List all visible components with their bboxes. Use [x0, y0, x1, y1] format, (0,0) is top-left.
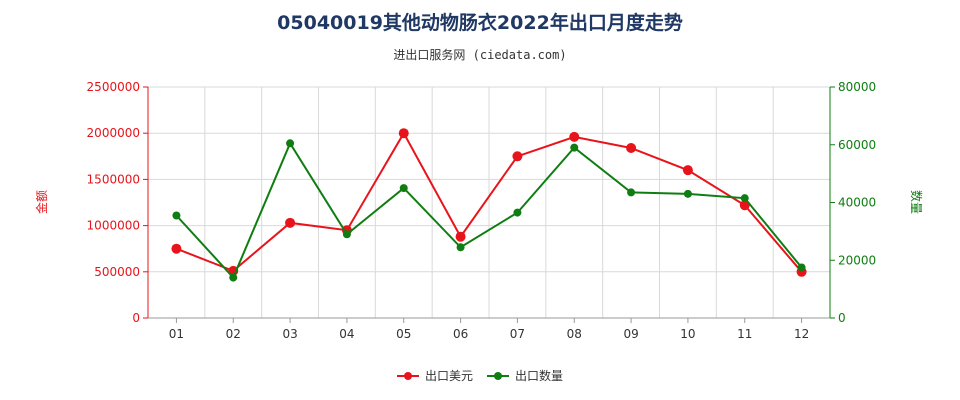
left-tick-label: 1000000	[87, 219, 140, 233]
right-tick-label: 60000	[838, 138, 876, 152]
legend-swatch-value	[397, 371, 419, 380]
legend-item-value[interactable]: 出口美元	[397, 367, 473, 384]
chart-subtitle: 进出口服务网 (ciedata.com)	[393, 48, 567, 62]
data-point-quantity	[456, 243, 465, 252]
x-tick-label: 12	[794, 327, 809, 341]
left-tick-label: 2000000	[87, 126, 140, 140]
left-axis-title: 金额	[34, 190, 49, 214]
legend-swatch-quantity	[487, 371, 509, 380]
legend-label-quantity: 出口数量	[515, 369, 564, 383]
data-point-quantity	[683, 189, 692, 198]
data-point-value	[398, 128, 409, 139]
right-tick-label: 0	[838, 311, 846, 325]
right-axis-title: 数量	[909, 190, 924, 214]
x-tick-label: 01	[169, 327, 184, 341]
x-tick-label: 06	[453, 327, 468, 341]
right-tick-label: 80000	[838, 80, 876, 94]
data-point-value	[285, 217, 296, 228]
left-tick-label: 2500000	[87, 80, 140, 94]
data-point-quantity	[229, 273, 238, 282]
x-tick-label: 11	[737, 327, 752, 341]
data-point-value	[626, 142, 637, 153]
legend-item-quantity[interactable]: 出口数量	[487, 367, 563, 384]
left-tick-label: 1500000	[87, 172, 140, 186]
left-tick-label: 0	[132, 311, 140, 325]
right-tick-label: 20000	[838, 253, 876, 267]
right-tick-label: 40000	[838, 196, 876, 210]
x-tick-label: 05	[396, 327, 411, 341]
data-point-quantity	[342, 230, 351, 239]
x-tick-label: 10	[680, 327, 695, 341]
data-point-value	[455, 231, 466, 242]
x-tick-label: 07	[510, 327, 525, 341]
data-point-value	[682, 165, 693, 176]
data-point-quantity	[399, 184, 408, 193]
data-point-value	[171, 243, 182, 254]
left-tick-label: 500000	[94, 265, 140, 279]
data-point-quantity	[513, 208, 522, 217]
data-point-quantity	[627, 188, 636, 197]
x-tick-label: 03	[282, 327, 297, 341]
data-point-quantity	[797, 263, 806, 272]
data-point-quantity	[570, 143, 579, 152]
series-line-value	[176, 131, 803, 273]
legend-label-value: 出口美元	[425, 369, 474, 383]
x-tick-label: 08	[567, 327, 582, 341]
data-point-quantity	[286, 139, 295, 148]
data-point-quantity	[740, 194, 749, 203]
data-point-value	[512, 151, 523, 162]
x-tick-label: 02	[226, 327, 241, 341]
data-point-value	[569, 131, 580, 142]
x-tick-label: 04	[339, 327, 354, 341]
chart-title: 05040019其他动物肠衣2022年出口月度走势	[277, 12, 683, 34]
x-tick-label: 09	[623, 327, 638, 341]
data-point-quantity	[172, 211, 181, 220]
series-line-quantity	[175, 141, 803, 280]
